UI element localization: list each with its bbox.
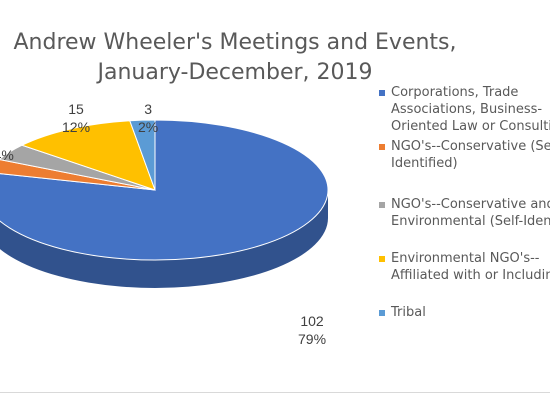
legend-swatch-corporations	[379, 90, 385, 96]
chart-title-line-1: Andrew Wheeler's Meetings and Events,	[13, 30, 457, 55]
legend-label-corporations: Corporations, Trade Associations, Busine…	[391, 85, 550, 134]
data-label-tribal: 3 2%	[138, 100, 158, 136]
data-label-corporations: 102 79%	[298, 312, 326, 348]
chart-border-bottom	[0, 392, 550, 393]
data-label-environmental-ngo-value: 15	[68, 101, 84, 117]
legend-label-environmental-ngo: Environmental NGO's--Affiliated with or …	[391, 251, 550, 283]
data-label-corporations-value: 102	[300, 313, 324, 329]
data-label-ngo-conservative-environmental: 5; 4%	[0, 146, 14, 164]
data-label-corporations-percent: 79%	[298, 331, 327, 347]
chart-legend: Corporations, Trade Associations, Busine…	[373, 84, 550, 324]
data-label-tribal-percent: 2%	[138, 119, 159, 135]
pie-wall-corporations-trade-associations-business	[0, 190, 328, 288]
legend-label-tribal: Tribal	[391, 305, 426, 320]
pie-side-walls	[0, 190, 328, 288]
chart-title-line-2: January-December, 2019	[97, 60, 373, 85]
pie-slice-environmental-ngo-s-affiliated-with-or-i	[20, 120, 156, 191]
legend-swatch-environmental-ngo	[379, 256, 385, 262]
pie-slice-ngo-s-conservative-self-identified	[0, 159, 156, 191]
legend-swatch-ngo-conservative-environmental	[379, 202, 385, 208]
pie-slice-corporations-trade-associations-business	[0, 119, 329, 261]
legend-label-ngo-conservative-environmental: NGO's--Conservative and Environmental (S…	[391, 197, 550, 229]
data-label-environmental-ngo-percent: 12%	[62, 119, 91, 135]
pie-slices	[0, 119, 329, 261]
legend-label-ngo-conservative: NGO's--Conservative (Self-Identified)	[391, 139, 550, 171]
data-label-ngo-cons-env-percent: 4%	[0, 147, 14, 163]
legend-swatch-tribal	[379, 310, 385, 316]
legend-swatch-ngo-conservative	[379, 144, 385, 150]
data-label-environmental-ngo: 15 12%	[62, 100, 90, 136]
data-label-tribal-value: 3	[144, 101, 153, 117]
pie-slice-tribal	[129, 119, 156, 191]
